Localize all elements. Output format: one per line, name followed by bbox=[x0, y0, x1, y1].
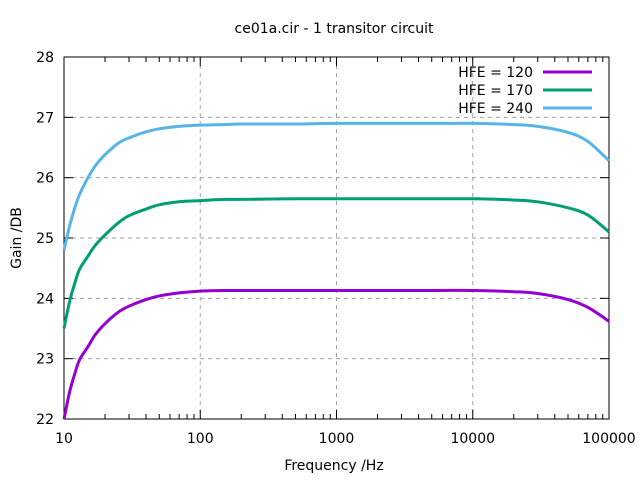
x-tick-label: 1000 bbox=[319, 431, 355, 447]
y-tick-label: 22 bbox=[36, 412, 54, 428]
chart-title: ce01a.cir - 1 transitor circuit bbox=[235, 21, 434, 37]
x-axis-label: Frequency /Hz bbox=[284, 458, 383, 474]
series-lines bbox=[62, 121, 611, 420]
legend-label: HFE = 240 bbox=[458, 101, 533, 117]
series-line-3 bbox=[62, 121, 611, 251]
x-tick-label: 100000 bbox=[582, 431, 635, 447]
y-tick-label: 28 bbox=[36, 50, 54, 66]
series-line-2 bbox=[62, 197, 610, 329]
series-line-1 bbox=[62, 288, 610, 420]
legend-label: HFE = 170 bbox=[458, 83, 533, 99]
y-tick-label: 24 bbox=[36, 291, 54, 307]
y-tick-label: 23 bbox=[36, 352, 54, 368]
y-axis-label: Gain /DB bbox=[9, 207, 25, 269]
y-tick-label: 26 bbox=[36, 171, 54, 187]
y-tick-label: 27 bbox=[36, 110, 54, 126]
x-tick-label: 10 bbox=[55, 431, 73, 447]
x-tick-label: 100 bbox=[187, 431, 214, 447]
axis-ticks: 22 23 24 25 26 27 28 10 100 1000 10000 100000 bbox=[36, 50, 636, 447]
y-tick-label: 25 bbox=[36, 231, 54, 247]
x-tick-label: 10000 bbox=[450, 431, 495, 447]
legend: HFE = 120 HFE = 170 HFE = 240 bbox=[458, 65, 592, 117]
legend-label: HFE = 120 bbox=[458, 65, 533, 81]
